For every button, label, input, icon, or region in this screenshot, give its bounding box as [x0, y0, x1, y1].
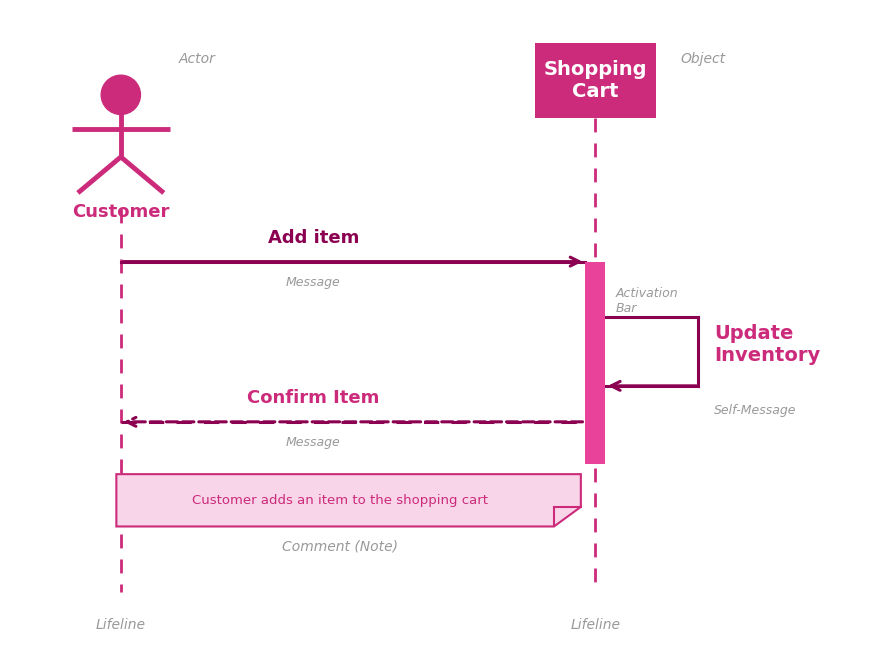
Polygon shape	[116, 474, 580, 526]
Text: Lifeline: Lifeline	[96, 618, 146, 632]
Bar	[535, 43, 654, 118]
Text: Lifeline: Lifeline	[569, 618, 620, 632]
Text: Shopping
Cart: Shopping Cart	[543, 60, 646, 101]
Text: Activation
Bar: Activation Bar	[615, 287, 678, 315]
Text: Add item: Add item	[267, 229, 358, 247]
Text: Comment (Note): Comment (Note)	[282, 540, 397, 553]
Ellipse shape	[101, 75, 140, 114]
Text: Customer adds an item to the shopping cart: Customer adds an item to the shopping ca…	[191, 494, 487, 507]
Text: Message: Message	[285, 436, 341, 449]
Text: Actor: Actor	[179, 52, 215, 66]
Text: Message: Message	[285, 276, 341, 289]
Bar	[585, 262, 604, 464]
Text: Update
Inventory: Update Inventory	[713, 324, 820, 366]
Text: Object: Object	[679, 52, 724, 66]
Text: Confirm Item: Confirm Item	[247, 389, 379, 407]
Text: Customer: Customer	[72, 203, 169, 221]
Text: Self-Message: Self-Message	[713, 404, 796, 417]
